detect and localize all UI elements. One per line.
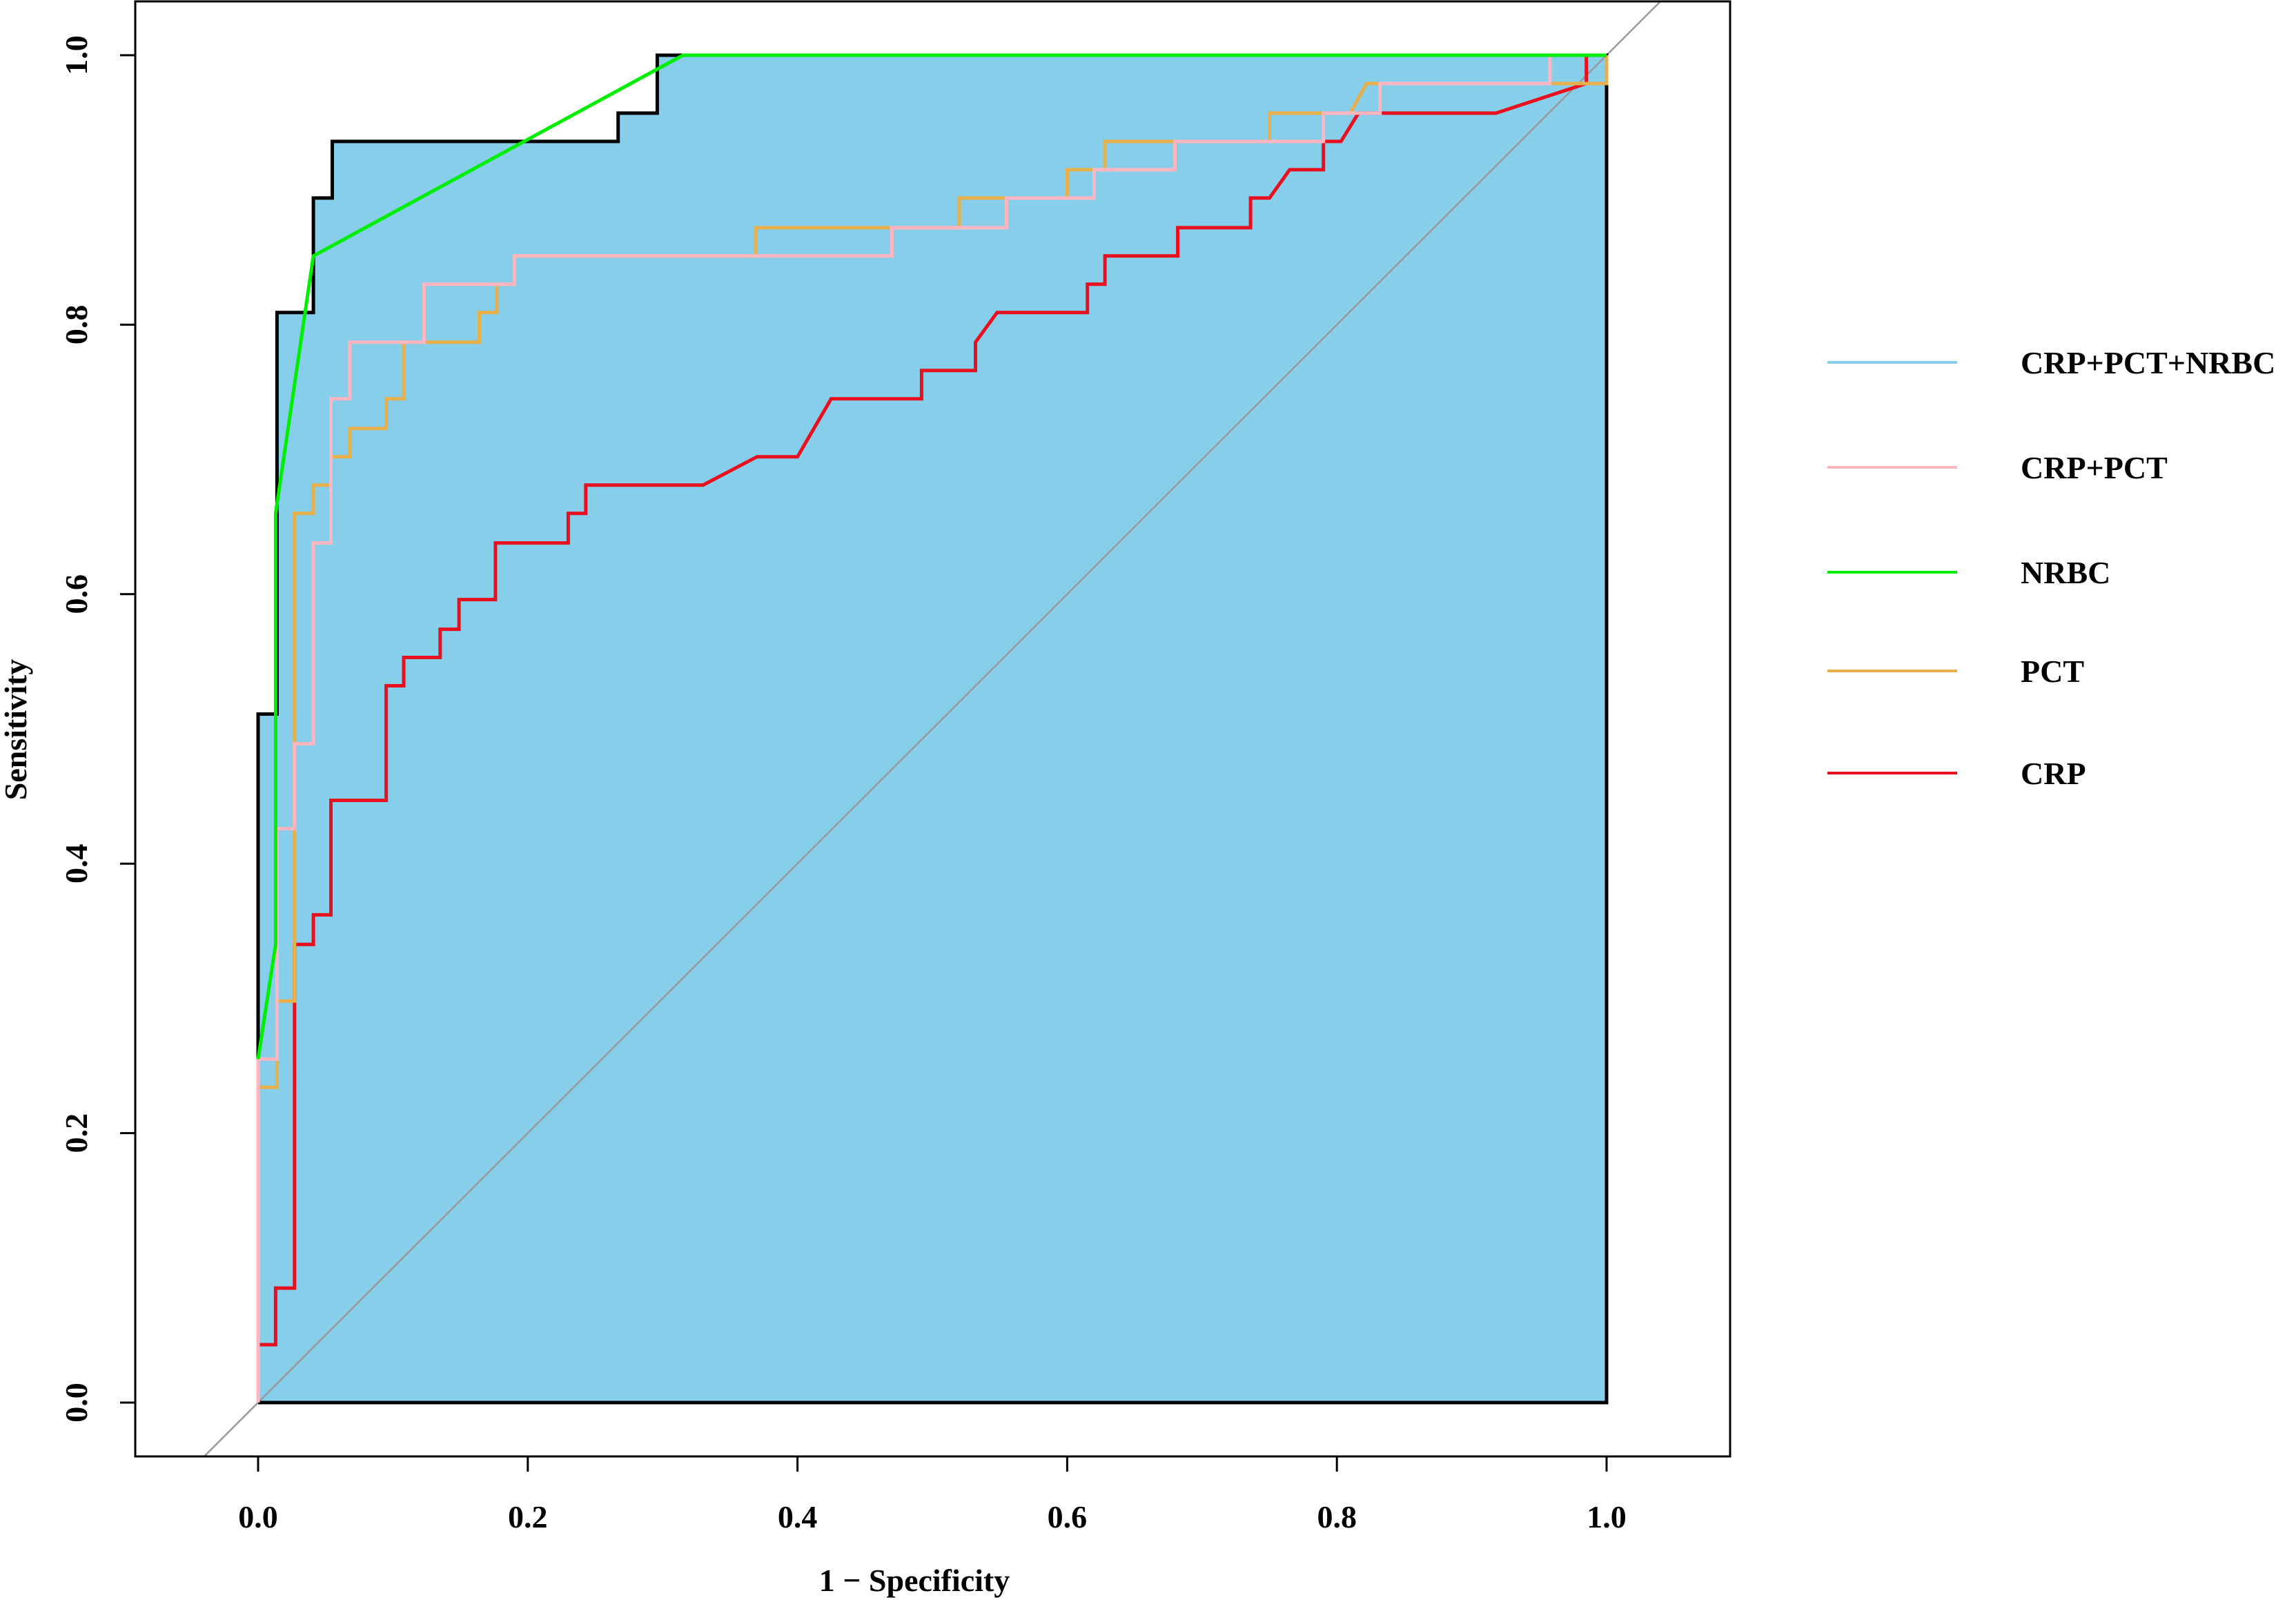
x-tick-label: 1.0 <box>1587 1499 1627 1534</box>
legend-label: NRBC <box>2021 555 2110 590</box>
y-tick-label: 0.2 <box>59 1113 94 1153</box>
series-line-crp <box>256 55 1589 1403</box>
reference-diagonal <box>203 1 1662 1456</box>
y-axis: 0.0 0.2 0.4 0.6 0.8 1.0 <box>59 35 137 1423</box>
series-line-nrbc <box>256 53 1607 1060</box>
reference-diagonal-layer <box>203 1 1662 1456</box>
x-tick-label: 0.4 <box>778 1499 818 1534</box>
x-tick-label: 0.2 <box>508 1499 548 1534</box>
series-line-crp-pct <box>256 53 1607 1403</box>
y-axis-title: Sensitivity <box>0 659 33 800</box>
x-tick-label: 0.6 <box>1048 1499 1088 1534</box>
x-axis: 0.0 0.2 0.4 0.6 0.8 1.0 <box>238 1455 1627 1534</box>
y-tick-label: 0.4 <box>59 843 94 884</box>
y-tick-label: 0.6 <box>59 574 94 614</box>
legend-label: PCT <box>2021 654 2084 689</box>
x-tick-label: 0.8 <box>1317 1499 1357 1534</box>
legend-label: CRP+PCT+NRBC <box>2021 345 2275 380</box>
y-tick-label: 0.0 <box>59 1383 94 1423</box>
legend-label: CRP+PCT <box>2021 450 2168 485</box>
x-tick-label: 0.0 <box>238 1499 278 1534</box>
y-tick-label: 0.8 <box>59 305 94 345</box>
series-line-pct <box>256 55 1609 1403</box>
x-axis-title: 1 − Specificity <box>819 1563 1010 1598</box>
legend-label: CRP <box>2021 756 2086 791</box>
y-tick-label: 1.0 <box>59 35 94 75</box>
roc-series-layer <box>256 53 1609 1405</box>
legend: CRP+PCT+NRBC CRP+PCT NRBC PCT CRP <box>1827 345 2275 791</box>
